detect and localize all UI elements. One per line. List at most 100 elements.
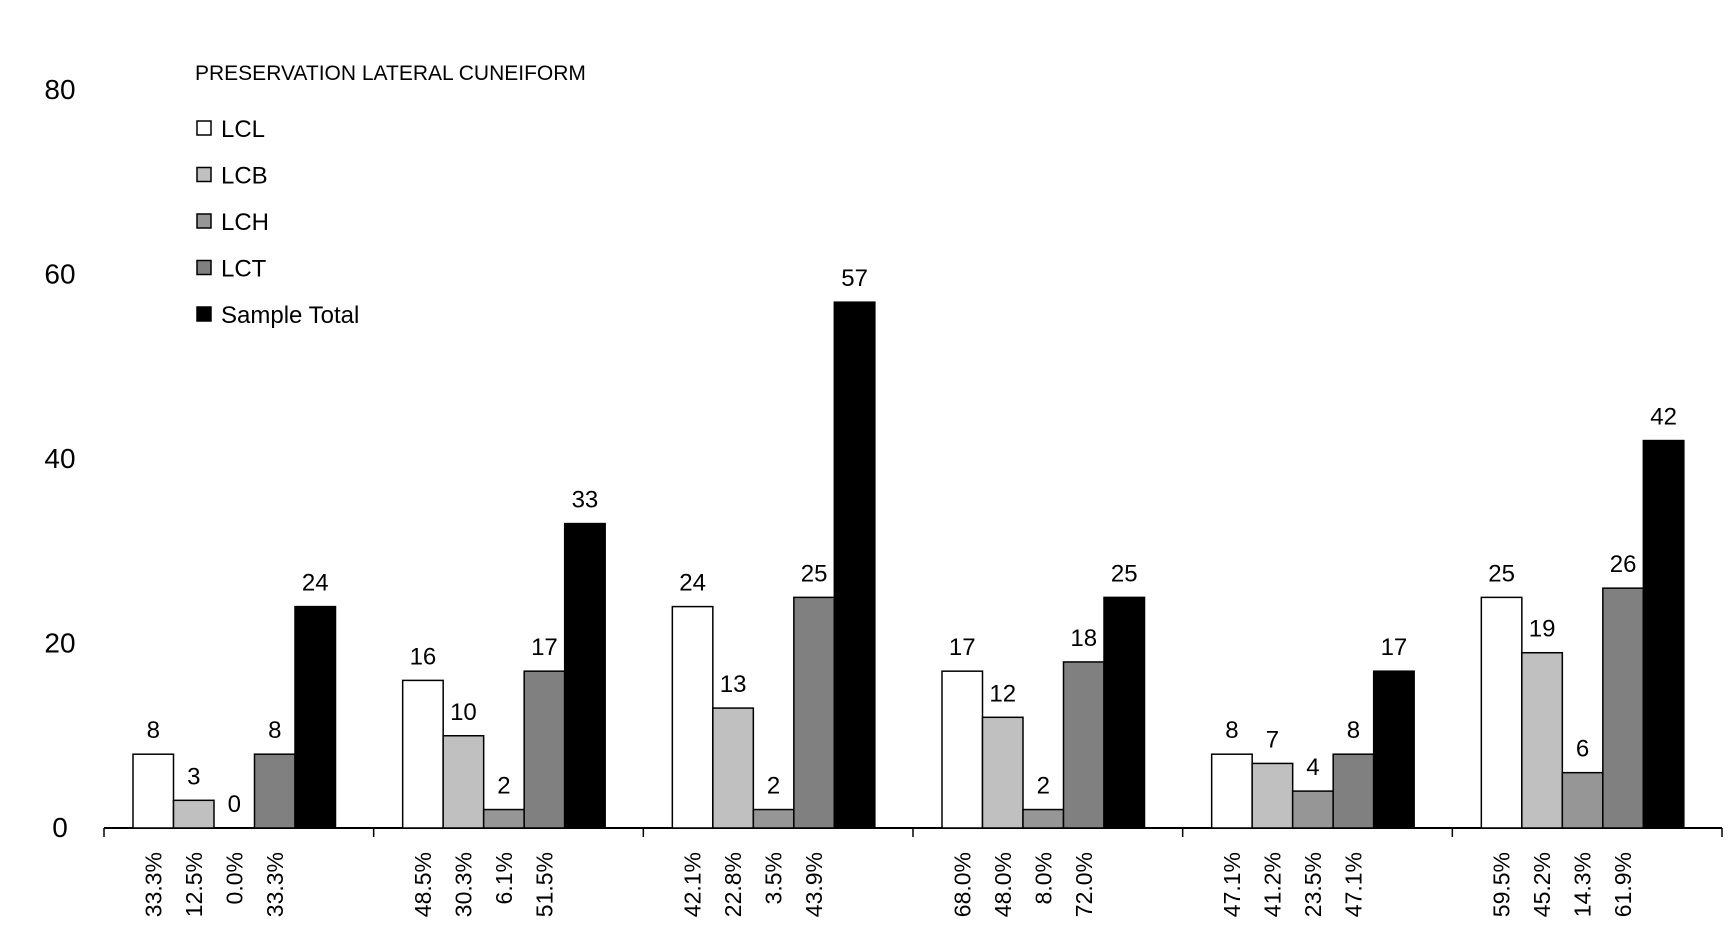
bar <box>172 799 215 829</box>
data-label: 24 <box>302 570 329 597</box>
legend-label: LCL <box>221 116 265 143</box>
data-label: 2 <box>497 773 510 800</box>
data-label: 17 <box>531 634 558 661</box>
bar <box>401 679 444 829</box>
bar <box>1332 753 1375 829</box>
bar <box>1521 651 1564 829</box>
legend-swatch <box>196 259 212 276</box>
bar <box>563 522 606 829</box>
data-label: 33 <box>572 487 599 514</box>
bar <box>1291 790 1334 829</box>
percent-label: 48.5% <box>410 852 436 917</box>
bar <box>1372 670 1415 829</box>
legend-swatch <box>196 166 212 183</box>
y-tick-label: 20 <box>44 628 75 659</box>
bar <box>1062 661 1105 829</box>
percent-label: 48.0% <box>990 852 1016 917</box>
data-label: 13 <box>720 671 747 698</box>
bars-layer <box>132 301 1685 829</box>
percent-label: 47.1% <box>1219 852 1245 917</box>
data-label: 8 <box>147 717 160 744</box>
data-label: 2 <box>767 773 780 800</box>
data-label: 25 <box>1111 560 1138 587</box>
data-label: 8 <box>1225 717 1238 744</box>
percent-label: 41.2% <box>1259 852 1285 917</box>
percent-label: 72.0% <box>1071 852 1097 917</box>
data-label: 19 <box>1529 616 1556 643</box>
data-label: 18 <box>1070 625 1097 652</box>
percent-label: 8.0% <box>1030 852 1056 904</box>
data-label: 12 <box>989 680 1016 707</box>
data-label: 42 <box>1650 404 1677 431</box>
legend-label: LCH <box>221 209 269 236</box>
data-label: 16 <box>410 643 437 670</box>
data-label: 57 <box>841 265 868 292</box>
data-label: 3 <box>187 763 200 790</box>
data-label: 17 <box>949 634 976 661</box>
bar <box>1561 771 1604 829</box>
percent-label: 47.1% <box>1340 852 1366 917</box>
y-tick-label: 80 <box>44 74 75 105</box>
bar <box>253 753 296 829</box>
data-label: 17 <box>1381 634 1408 661</box>
legend-label: LCT <box>221 256 267 283</box>
percent-label: 14.3% <box>1570 852 1596 917</box>
data-label: 8 <box>268 717 281 744</box>
bar <box>1022 808 1065 829</box>
y-tick-label: 0 <box>52 812 68 843</box>
legend-label: Sample Total <box>221 302 359 329</box>
bar <box>793 596 836 829</box>
percent-label: 61.9% <box>1610 852 1636 917</box>
bar <box>712 707 755 829</box>
data-label: 25 <box>801 560 828 587</box>
bar <box>941 670 984 829</box>
legend-label: LCB <box>221 163 268 190</box>
data-label: 26 <box>1610 551 1637 578</box>
percent-label: 42.1% <box>680 852 706 917</box>
bar <box>482 808 525 829</box>
percent-label: 59.5% <box>1489 852 1515 917</box>
bar <box>1642 439 1685 829</box>
percent-label: 33.3% <box>140 852 166 917</box>
bar <box>833 301 876 829</box>
data-label: 24 <box>679 570 706 597</box>
bar <box>442 735 485 829</box>
percent-label: 51.5% <box>531 852 557 917</box>
bar <box>294 605 337 829</box>
data-label: 0 <box>228 791 241 818</box>
percent-label: 6.1% <box>491 852 517 904</box>
percent-label: 33.3% <box>262 852 288 917</box>
percent-label: 45.2% <box>1529 852 1555 917</box>
data-label: 4 <box>1306 754 1319 781</box>
bar <box>981 716 1024 829</box>
data-label: 25 <box>1488 560 1515 587</box>
bar <box>1480 596 1523 829</box>
bar <box>752 808 795 829</box>
percent-label: 12.5% <box>181 852 207 917</box>
percent-label: 22.8% <box>720 852 746 917</box>
y-tick-label: 60 <box>44 259 75 290</box>
percent-label: 68.0% <box>949 852 975 917</box>
percent-label: 0.0% <box>221 852 247 904</box>
bar <box>671 605 714 829</box>
legend: PRESERVATION LATERAL CUNEIFORM LCL LCB LCH… <box>195 62 586 329</box>
percent-label: 43.9% <box>801 852 827 917</box>
y-tick-label: 40 <box>44 443 75 474</box>
bar <box>132 753 175 829</box>
data-label: 8 <box>1347 717 1360 744</box>
bar <box>1103 596 1146 829</box>
bar <box>1602 587 1645 829</box>
legend-swatch <box>196 213 212 229</box>
bar <box>1210 753 1253 829</box>
legend-swatch <box>196 306 212 322</box>
percent-label: 30.3% <box>450 852 476 917</box>
data-label: 6 <box>1576 736 1589 763</box>
chart-title: PRESERVATION LATERAL CUNEIFORM <box>195 62 586 85</box>
percent-label: 23.5% <box>1300 852 1326 917</box>
legend-swatch <box>196 120 212 136</box>
data-label: 7 <box>1266 726 1279 753</box>
bar <box>1251 762 1294 829</box>
bar <box>523 670 566 829</box>
